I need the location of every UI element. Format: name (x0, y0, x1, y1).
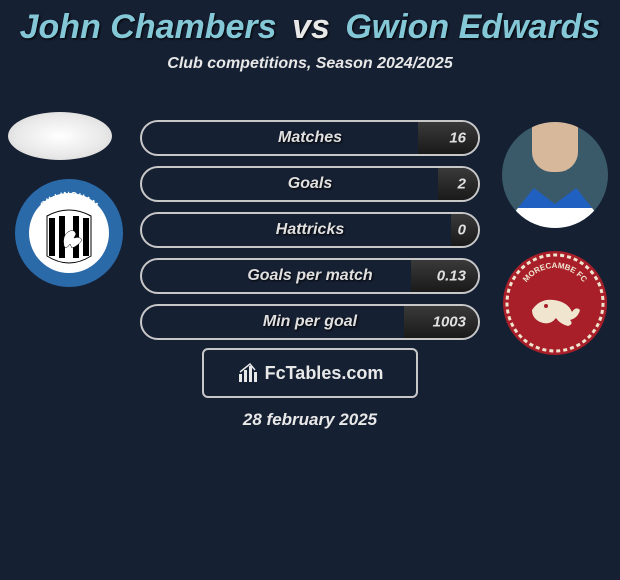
photo-collar (502, 188, 608, 228)
stat-value-right: 0.13 (437, 268, 466, 285)
subtitle: Club competitions, Season 2024/2025 (0, 55, 620, 73)
stat-label: Goals (288, 175, 332, 193)
stat-label: Goals per match (247, 267, 372, 285)
footer-brand-text: FcTables.com (265, 363, 384, 384)
club-badge-left: GILLINGHAM (14, 178, 124, 288)
player2-name: Gwion Edwards (345, 8, 600, 46)
chart-icon (237, 362, 259, 384)
stat-bar: Goals per match 0.13 (140, 258, 480, 294)
stat-label: Hattricks (276, 221, 344, 239)
stat-bar: Goals 2 (140, 166, 480, 202)
stat-value-right: 2 (458, 176, 466, 193)
player2-photo (502, 122, 608, 228)
player1-name: John Chambers (20, 8, 277, 46)
stat-bar: Min per goal 1003 (140, 304, 480, 340)
stat-bar: Matches 16 (140, 120, 480, 156)
club-badge-right: MORECAMBE FC (502, 250, 608, 356)
stat-label: Min per goal (263, 313, 357, 331)
vs-label: vs (292, 8, 330, 46)
footer-brand-box: FcTables.com (202, 348, 418, 398)
photo-neck (532, 122, 578, 172)
stat-fill-right (418, 122, 478, 154)
stat-value-right: 0 (458, 222, 466, 239)
stat-bar: Hattricks 0 (140, 212, 480, 248)
stat-label: Matches (278, 129, 342, 147)
page-title: John Chambers vs Gwion Edwards (0, 0, 620, 47)
stat-value-right: 1003 (433, 314, 466, 331)
player1-photo (8, 112, 112, 160)
stats-area: Matches 16 Goals 2 Hattricks 0 Goals per match… (140, 120, 480, 350)
footer-date: 28 february 2025 (243, 410, 377, 430)
stat-value-right: 16 (449, 130, 466, 147)
